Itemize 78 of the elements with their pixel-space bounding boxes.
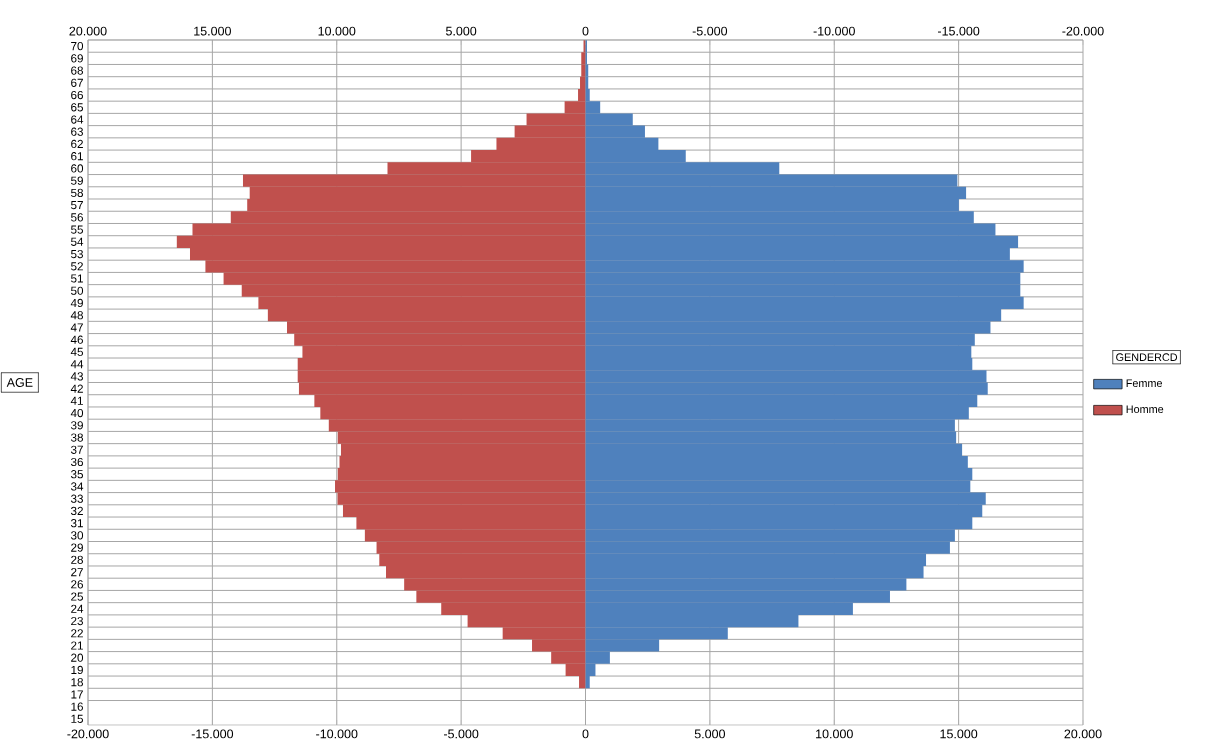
x2-tick-label: 0 <box>582 26 589 36</box>
y-tick-label: 25 <box>71 592 83 601</box>
y-tick-label: 62 <box>71 139 83 149</box>
y-tick-label: 60 <box>71 164 84 173</box>
y-tick-label: 20 <box>71 653 84 662</box>
y-tick-label: 34 <box>70 482 84 491</box>
x-tick-label: 15.000 <box>940 729 978 739</box>
y-tick-label: 24 <box>71 604 84 613</box>
y-tick-label: 59 <box>71 176 83 185</box>
y-tick-label: 52 <box>71 262 83 271</box>
y-tick-label: 44 <box>70 360 84 369</box>
y-tick-label: 33 <box>70 494 83 503</box>
y-tick-label: 46 <box>70 335 83 344</box>
x2-tick-label: -5.000 <box>692 26 728 36</box>
y-tick-label: 40 <box>70 408 84 418</box>
y-tick-label: 50 <box>71 286 84 295</box>
y-tick-label: 51 <box>71 274 83 283</box>
y-tick-label: 41 <box>70 396 83 405</box>
x-tick-label: -15.000 <box>191 729 234 739</box>
y-tick-label: 68 <box>71 66 83 75</box>
x-tick-label: 5.000 <box>694 729 726 739</box>
x2-tick-label: -10.000 <box>813 26 855 36</box>
y-tick-label: 67 <box>71 78 83 87</box>
x2-tick-label: -15.000 <box>937 26 980 36</box>
legend-label: Homme <box>1126 405 1164 414</box>
y-tick-label: 21 <box>71 641 83 650</box>
y-tick-label: 27 <box>71 568 83 577</box>
y-tick-label: 49 <box>70 298 83 308</box>
y-tick-label: 47 <box>70 323 83 332</box>
y-tick-label: 64 <box>71 115 84 124</box>
x-tick-label: -20.000 <box>67 729 109 739</box>
y-tick-label: 66 <box>71 90 83 100</box>
y-tick-label: 30 <box>70 531 84 540</box>
y-tick-label: 28 <box>71 555 83 564</box>
y-tick-label: 61 <box>71 152 83 161</box>
y-tick-label: 58 <box>71 188 83 198</box>
y-tick-label: 45 <box>70 347 83 356</box>
y-axis-title: AGE <box>6 378 33 387</box>
y-tick-label: 65 <box>71 103 83 112</box>
y-tick-label: 36 <box>70 457 83 467</box>
y-tick-label: 42 <box>70 384 83 393</box>
x-tick-label: 0 <box>582 729 589 739</box>
y-tick-label: 35 <box>70 470 83 479</box>
y-tick-label: 55 <box>71 225 83 234</box>
y-tick-label: 32 <box>70 506 83 516</box>
y-tick-label: 53 <box>71 249 83 259</box>
y-tick-label: 56 <box>71 213 83 222</box>
y-tick-label: 19 <box>71 665 83 675</box>
y-tick-label: 57 <box>71 201 83 210</box>
y-tick-label: 22 <box>71 629 83 638</box>
y-tick-label: 26 <box>71 580 83 589</box>
y-tick-label: 15 <box>71 714 83 723</box>
x2-tick-label: 5.000 <box>445 26 477 36</box>
y-tick-label: 16 <box>71 702 83 711</box>
x-tick-label: -5.000 <box>443 729 479 739</box>
y-tick-label: 37 <box>70 445 83 454</box>
y-tick-label: 48 <box>70 311 83 320</box>
y-tick-label: 54 <box>71 237 84 246</box>
x-tick-label: 20.000 <box>1064 729 1102 739</box>
y-tick-label: 29 <box>71 543 83 552</box>
x2-tick-label: 20.000 <box>69 26 107 36</box>
y-tick-label: 38 <box>70 433 83 442</box>
y-tick-label: 63 <box>71 127 83 136</box>
x2-tick-label: 15.000 <box>194 26 231 36</box>
y-tick-label: 23 <box>71 616 83 626</box>
x-tick-label: 10.000 <box>816 729 853 739</box>
y-tick-label: 69 <box>71 54 83 63</box>
y-tick-label: 39 <box>70 421 83 430</box>
y-tick-label: 18 <box>71 678 83 687</box>
y-tick-label: 43 <box>70 372 83 381</box>
x-tick-label: -10.000 <box>316 729 358 739</box>
legend-title: GENDERCD <box>1116 353 1178 362</box>
y-tick-label: 70 <box>71 42 84 51</box>
y-tick-label: 31 <box>70 519 83 528</box>
y-tick-label: 17 <box>71 690 83 699</box>
legend-label: Femme <box>1126 379 1162 388</box>
x2-tick-label: 10.000 <box>318 26 356 36</box>
x2-tick-label: -20.000 <box>1062 26 1104 36</box>
